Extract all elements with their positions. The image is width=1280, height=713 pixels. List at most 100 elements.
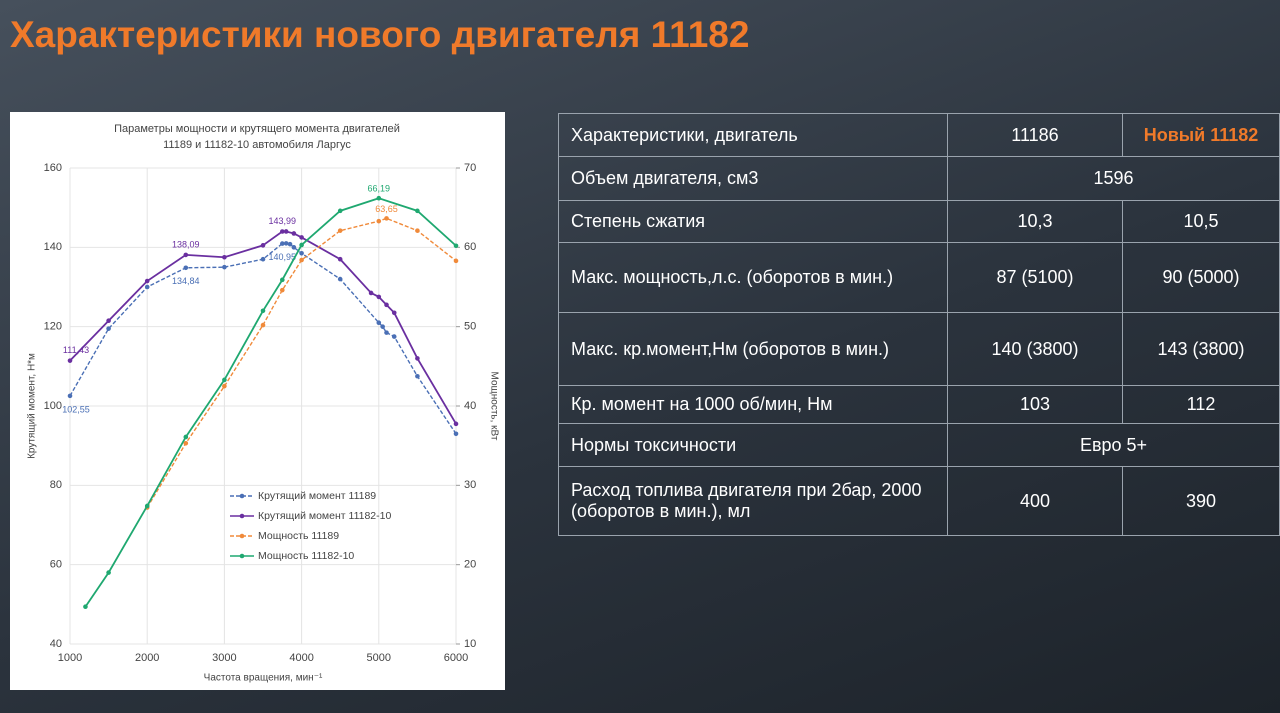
point [453, 421, 459, 427]
x-tick-label: 4000 [289, 652, 313, 664]
y2-tick-label: 40 [464, 400, 476, 412]
point [291, 231, 297, 236]
point [280, 229, 285, 234]
data-label: 143,99 [269, 216, 297, 226]
table-cell: Степень сжатия [558, 200, 948, 243]
data-label: 138,09 [172, 239, 200, 249]
point [280, 277, 285, 283]
table-cell: Кр. момент на 1000 об/мин, Нм [558, 385, 948, 424]
table-cell: 390 [1122, 466, 1280, 536]
x-tick-label: 6000 [444, 652, 468, 664]
table-cell: 90 (5000) [1122, 242, 1280, 313]
data-label: 66,19 [368, 184, 391, 194]
spec-table: Характеристики, двигатель 11186 Новый 1118… [558, 113, 1280, 536]
y-tick-label: 120 [44, 321, 62, 333]
x-tick-label: 2000 [135, 652, 159, 664]
point [415, 356, 420, 361]
point [260, 308, 266, 314]
point [183, 265, 189, 271]
point [183, 434, 189, 440]
point [415, 373, 420, 379]
point [376, 320, 382, 325]
legend-label: Крутящий момент 11182-10 [258, 510, 391, 522]
table-cell: Евро 5+ [947, 423, 1280, 467]
y2-tick-label: 60 [464, 241, 476, 253]
point [368, 290, 374, 296]
table-cell: 10,5 [1122, 200, 1280, 243]
table-cell: Макс. мощность,л.с. (оборотов в мин.) [558, 242, 948, 313]
point [384, 216, 389, 221]
y2-tick-label: 50 [464, 321, 476, 333]
data-label: 111,43 [63, 345, 89, 355]
x-axis-label: Частота вращения, мин⁻¹ [204, 673, 323, 684]
point [384, 302, 389, 308]
table-cell: Характеристики, двигатель [558, 113, 948, 157]
point [183, 440, 189, 446]
series-line [69, 242, 457, 435]
legend-label: Мощность 11182-10 [258, 550, 354, 562]
data-label: 102,55 [62, 404, 90, 414]
point [222, 254, 227, 260]
y2-axis-label: Мощность, кВт [488, 372, 499, 441]
table-cell: 400 [947, 466, 1123, 536]
point [260, 256, 266, 262]
series-line [84, 197, 457, 608]
table-cell: 103 [947, 385, 1123, 424]
table-row: Нормы токсичности Евро 5+ [558, 423, 1280, 467]
point [337, 256, 343, 262]
point [280, 241, 285, 246]
point [222, 383, 227, 389]
table-cell: 143 (3800) [1122, 312, 1280, 386]
point [67, 358, 73, 363]
y-tick-label: 40 [50, 638, 62, 650]
point [337, 276, 343, 282]
point [337, 228, 343, 233]
table-row: Степень сжатия 10,3 10,5 [558, 200, 1280, 243]
point [260, 243, 266, 248]
legend-marker [239, 493, 245, 499]
point [391, 334, 397, 339]
point [67, 393, 73, 399]
table-row: Макс. мощность,л.с. (оборотов в мин.) 87 … [558, 242, 1280, 313]
legend-label: Крутящий момент 11189 [258, 490, 376, 502]
y-tick-label: 160 [44, 162, 62, 174]
point [415, 228, 420, 233]
table-row: Расход топлива двигателя при 2бар, 2000 … [558, 466, 1280, 536]
table-cell: 87 (5100) [947, 242, 1123, 313]
table-cell: Объем двигателя, см3 [558, 156, 948, 201]
point [337, 208, 343, 214]
point [144, 503, 150, 509]
slide-title: Характеристики нового двигателя 11182 [10, 14, 750, 55]
point [106, 570, 111, 575]
legend-label: Мощность 11189 [258, 530, 339, 542]
point [291, 245, 297, 250]
point [106, 318, 111, 324]
y-tick-label: 80 [50, 479, 62, 491]
point [260, 322, 266, 328]
data-label: 140,95 [269, 252, 297, 262]
y-tick-label: 100 [44, 400, 62, 412]
point [453, 243, 459, 249]
table-cell: 11186 [947, 113, 1123, 157]
point [453, 431, 459, 437]
x-tick-label: 5000 [367, 652, 391, 664]
point [83, 604, 88, 610]
point [299, 250, 304, 256]
data-label: 63,65 [375, 204, 398, 214]
table-cell: 112 [1122, 385, 1280, 424]
point [222, 377, 227, 383]
table-cell: 10,3 [947, 200, 1123, 243]
table-cell: Макс. кр.момент,Нм (оборотов в мин.) [558, 312, 948, 386]
table-cell: Нормы токсичности [558, 423, 948, 467]
point [376, 218, 382, 224]
point [453, 258, 459, 264]
x-tick-label: 3000 [212, 652, 236, 664]
point [380, 324, 385, 329]
point [144, 278, 150, 284]
chart-title: 11189 и 11182-10 автомобиля Ларгус [163, 139, 351, 151]
point [183, 252, 189, 258]
data-label: 134,84 [172, 276, 200, 286]
point [299, 242, 304, 248]
table-cell: 140 (3800) [947, 312, 1123, 386]
